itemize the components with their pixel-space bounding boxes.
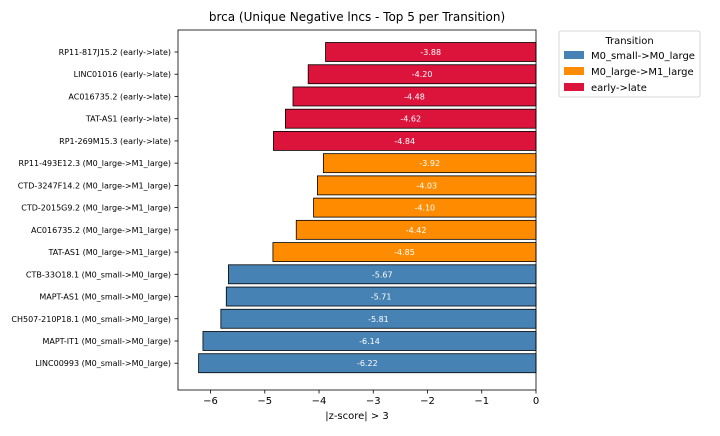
bar-value-label: -4.20 xyxy=(412,70,433,79)
legend-swatch xyxy=(564,83,584,91)
y-tick-label: RP1-269M15.3 (early->late) xyxy=(59,137,171,146)
x-axis: −6 −5 −4 −3 −2 −1 0 xyxy=(203,390,539,407)
bar-value-label: -4.84 xyxy=(394,137,415,146)
y-tick-label: TAT-AS1 (early->late) xyxy=(85,115,171,124)
y-tick-label: LINC00993 (M0_small->M0_large) xyxy=(35,359,171,368)
y-tick-label: MAPT-AS1 (M0_small->M0_large) xyxy=(39,293,171,302)
y-tick-label: CH507-210P18.1 (M0_small->M0_large) xyxy=(11,315,171,324)
y-axis: RP11-817J15.2 (early->late) LINC01016 (ea… xyxy=(11,48,178,368)
bar-value-label: -4.85 xyxy=(394,248,415,257)
x-tick-label: −4 xyxy=(312,396,327,407)
x-tick-label: −5 xyxy=(257,396,272,407)
bar-value-label: -5.81 xyxy=(368,315,389,324)
y-tick-label: TAT-AS1 (M0_large->M1_large) xyxy=(47,248,171,257)
chart-title: brca (Unique Negative lncs - Top 5 per T… xyxy=(209,10,505,24)
x-axis-label: |z-score| > 3 xyxy=(325,411,389,422)
legend-swatch xyxy=(564,51,584,59)
y-tick-label: MAPT-IT1 (M0_small->M0_large) xyxy=(42,337,171,346)
bar-value-label: -3.88 xyxy=(420,48,441,57)
y-tick-label: RP11-817J15.2 (early->late) xyxy=(59,48,171,57)
x-tick-label: −6 xyxy=(203,396,218,407)
x-tick-label: −1 xyxy=(474,396,489,407)
plot-frame xyxy=(177,29,537,391)
legend-title: Transition xyxy=(604,36,653,47)
bar-value-label: -5.67 xyxy=(372,270,393,279)
x-tick-label: −3 xyxy=(366,396,381,407)
bar-value-label: -6.14 xyxy=(359,337,380,346)
legend-box xyxy=(558,30,701,98)
legend-entry-label: M0_small->M0_large xyxy=(591,51,695,62)
bar-value-label: -5.71 xyxy=(371,293,392,302)
bar-value-label: -4.48 xyxy=(404,92,425,101)
bar-value-label: -6.22 xyxy=(357,359,378,368)
y-tick-label: CTD-3247F14.2 (M0_large->M1_large) xyxy=(18,181,171,190)
y-tick-label: CTB-33O18.1 (M0_small->M0_large) xyxy=(26,270,171,279)
y-tick-label: LINC01016 (early->late) xyxy=(74,70,171,79)
x-tick-label: −2 xyxy=(420,396,435,407)
plot-area: -3.88 -4.20 -4.48 -4.62 -4.84 -3.92 -4.03 -4.10… xyxy=(177,29,537,391)
bar-value-label: -4.10 xyxy=(414,204,435,213)
legend-swatch xyxy=(564,67,584,75)
legend-entry-label: M0_large->M1_large xyxy=(591,67,694,78)
y-tick-label: AC016735.2 (early->late) xyxy=(68,92,171,101)
y-tick-label: RP11-493E12.3 (M0_large->M1_large) xyxy=(19,159,172,168)
y-tick-label: AC016735.2 (M0_large->M1_large) xyxy=(31,226,171,235)
bar-value-label: -3.92 xyxy=(419,159,440,168)
legend-entry-label: early->late xyxy=(591,83,647,94)
legend: Transition M0_small->M0_large M0_large->M1… xyxy=(558,30,701,98)
bar-value-label: -4.03 xyxy=(416,181,437,190)
y-tick-label: CTD-2015G9.2 (M0_large->M1_large) xyxy=(21,204,171,213)
bar-value-label: -4.62 xyxy=(400,115,421,124)
bar-value-label: -4.42 xyxy=(406,226,427,235)
x-tick-label: 0 xyxy=(533,396,539,407)
